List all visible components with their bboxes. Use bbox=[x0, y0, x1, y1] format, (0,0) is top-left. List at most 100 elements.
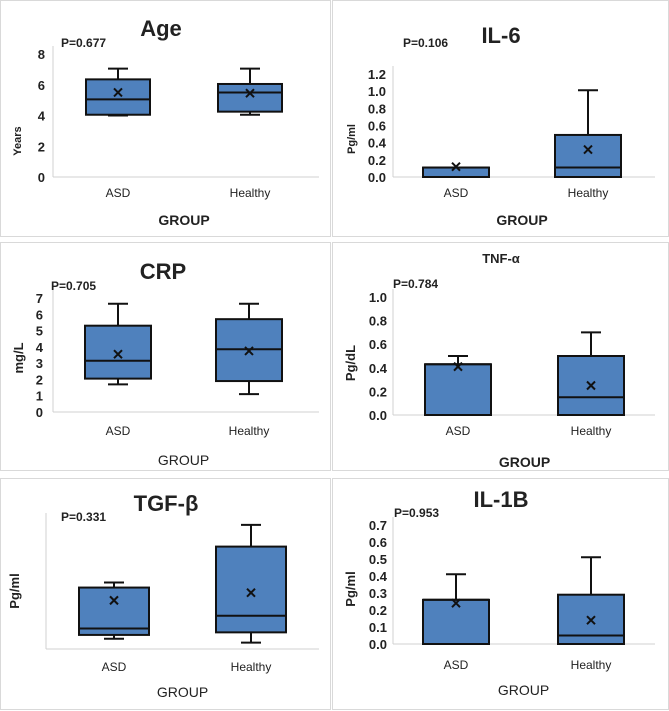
chart-title: TGF-β bbox=[134, 491, 199, 516]
box-asd bbox=[422, 161, 490, 179]
y-tick-label: 0.1 bbox=[369, 620, 387, 635]
y-tick-label: 0 bbox=[38, 170, 45, 185]
chart-title: Age bbox=[140, 16, 182, 41]
y-tick-label: 4 bbox=[38, 109, 46, 124]
y-tick-label: 0.8 bbox=[369, 314, 387, 329]
y-tick-label: 0.2 bbox=[369, 384, 387, 399]
box-asd bbox=[422, 573, 490, 646]
mean-marker bbox=[113, 349, 123, 359]
category-label: Healthy bbox=[231, 660, 272, 674]
y-tick-label: 7 bbox=[36, 291, 43, 306]
y-tick-label: 0 bbox=[36, 405, 43, 420]
category-label: ASD bbox=[444, 658, 469, 672]
category-label: Healthy bbox=[568, 186, 609, 200]
box-asd bbox=[424, 355, 492, 417]
box-iqr bbox=[422, 598, 490, 646]
category-label: ASD bbox=[444, 186, 469, 200]
mean-marker bbox=[244, 346, 254, 356]
mean-marker bbox=[451, 598, 461, 608]
p-value-label: P=0.953 bbox=[394, 506, 439, 520]
box-healthy bbox=[557, 331, 625, 416]
x-axis-label: GROUP bbox=[158, 212, 209, 228]
y-tick-label: 8 bbox=[38, 47, 45, 62]
y-tick-label: 0.4 bbox=[369, 361, 388, 376]
chart-svg: 0 2 4 6 8 Age P=0.677 Years GROUP ASD Healthy bbox=[12, 16, 319, 228]
y-tick-label: 0.0 bbox=[369, 637, 387, 652]
p-value-label: P=0.784 bbox=[393, 277, 438, 291]
y-tick-label: 0.6 bbox=[369, 535, 387, 550]
y-tick-label: 0.0 bbox=[369, 408, 387, 423]
mean-marker bbox=[586, 380, 596, 391]
mean-marker bbox=[245, 88, 255, 98]
panel-tnf-alpha: 0.0 0.2 0.4 0.6 0.8 1.0 TNF-α P=0.784 Pg/dL GROUP… bbox=[332, 242, 669, 471]
box-healthy bbox=[217, 67, 283, 116]
chart-svg: 0.0 0.2 0.4 0.6 0.8 1.0 TNF-α P=0.784 Pg/dL GROUP… bbox=[343, 251, 655, 470]
mean-marker bbox=[113, 87, 123, 98]
box-iqr bbox=[85, 78, 151, 116]
chart-title: IL-6 bbox=[481, 23, 520, 48]
box-healthy bbox=[557, 556, 625, 645]
category-label: Healthy bbox=[571, 658, 612, 672]
y-tick-label: 1.0 bbox=[369, 290, 387, 305]
box-iqr bbox=[422, 166, 490, 179]
panel-crp: 0 1 2 3 4 5 6 7 CRP P=0.705 mg/L GROUP ASD Healthy bbox=[0, 242, 331, 471]
chart-svg: 0.0 0.1 0.2 0.3 0.4 0.5 0.6 0.7 IL-1B P=0.953 Pg/m… bbox=[343, 487, 655, 698]
box-asd bbox=[85, 67, 151, 117]
y-tick-label: 2 bbox=[38, 139, 45, 154]
box-iqr bbox=[554, 133, 622, 178]
y-tick-label: 0.3 bbox=[369, 586, 387, 601]
y-tick-label: 1.2 bbox=[368, 67, 386, 82]
x-axis-label: GROUP bbox=[498, 682, 549, 698]
y-tick-label: 3 bbox=[36, 356, 43, 371]
p-value-label: P=0.677 bbox=[61, 36, 106, 50]
y-tick-label: 0.8 bbox=[368, 101, 386, 116]
mean-marker bbox=[246, 587, 256, 598]
mean-marker bbox=[583, 144, 593, 155]
box-healthy bbox=[554, 89, 622, 178]
y-tick-label: 6 bbox=[38, 78, 45, 93]
chart-svg: TGF-β P=0.331 Pg/ml GROUP ASD Healthy bbox=[7, 491, 319, 700]
category-label: ASD bbox=[102, 660, 127, 674]
p-value-label: P=0.705 bbox=[51, 279, 96, 293]
panel-age: 0 2 4 6 8 Age P=0.677 Years GROUP ASD Healthy bbox=[0, 0, 331, 237]
x-axis-label: GROUP bbox=[157, 684, 208, 700]
y-axis-label: mg/L bbox=[11, 342, 26, 373]
box-healthy bbox=[215, 302, 283, 396]
chart-svg: 0.0 0.2 0.4 0.6 0.8 1.0 1.2 IL-6 P=0.106 Pg/ml GRO… bbox=[346, 23, 655, 228]
category-label: ASD bbox=[446, 424, 471, 438]
mean-marker bbox=[453, 361, 463, 372]
category-label: ASD bbox=[106, 186, 131, 200]
y-tick-label: 0.7 bbox=[369, 518, 387, 533]
box-asd bbox=[78, 581, 150, 640]
y-tick-label: 2 bbox=[36, 372, 43, 387]
y-tick-label: 0.6 bbox=[369, 337, 387, 352]
mean-marker bbox=[586, 615, 596, 625]
p-value-label: P=0.331 bbox=[61, 510, 106, 524]
y-axis-label: Pg/ml bbox=[7, 573, 22, 608]
y-axis-label: Pg/ml bbox=[346, 124, 358, 154]
category-label: Healthy bbox=[230, 186, 271, 200]
y-tick-label: 0.4 bbox=[369, 569, 388, 584]
category-label: Healthy bbox=[571, 424, 612, 438]
x-axis-label: GROUP bbox=[158, 452, 209, 468]
box-iqr bbox=[215, 545, 287, 634]
y-tick-label: 6 bbox=[36, 307, 43, 322]
chart-title: IL-1B bbox=[474, 487, 529, 512]
chart-title: CRP bbox=[140, 259, 186, 284]
y-tick-label: 0.2 bbox=[369, 603, 387, 618]
y-tick-label: 0.6 bbox=[368, 119, 386, 134]
box-iqr bbox=[217, 82, 283, 113]
y-tick-label: 0.0 bbox=[368, 170, 386, 185]
y-tick-label: 0.4 bbox=[368, 136, 387, 151]
y-axis-label: Pg/dL bbox=[343, 345, 358, 381]
y-axis-label: Years bbox=[12, 126, 24, 155]
box-iqr bbox=[78, 586, 150, 636]
mean-marker bbox=[109, 595, 119, 606]
mean-marker bbox=[451, 161, 461, 172]
y-tick-label: 1.0 bbox=[368, 84, 386, 99]
panel-il6: 0.0 0.2 0.4 0.6 0.8 1.0 1.2 IL-6 P=0.106 Pg/ml GRO… bbox=[332, 0, 669, 237]
y-axis-label: Pg/ml bbox=[343, 571, 358, 606]
y-tick-label: 0.5 bbox=[369, 552, 387, 567]
panel-tgf-beta: TGF-β P=0.331 Pg/ml GROUP ASD Healthy bbox=[0, 478, 331, 710]
